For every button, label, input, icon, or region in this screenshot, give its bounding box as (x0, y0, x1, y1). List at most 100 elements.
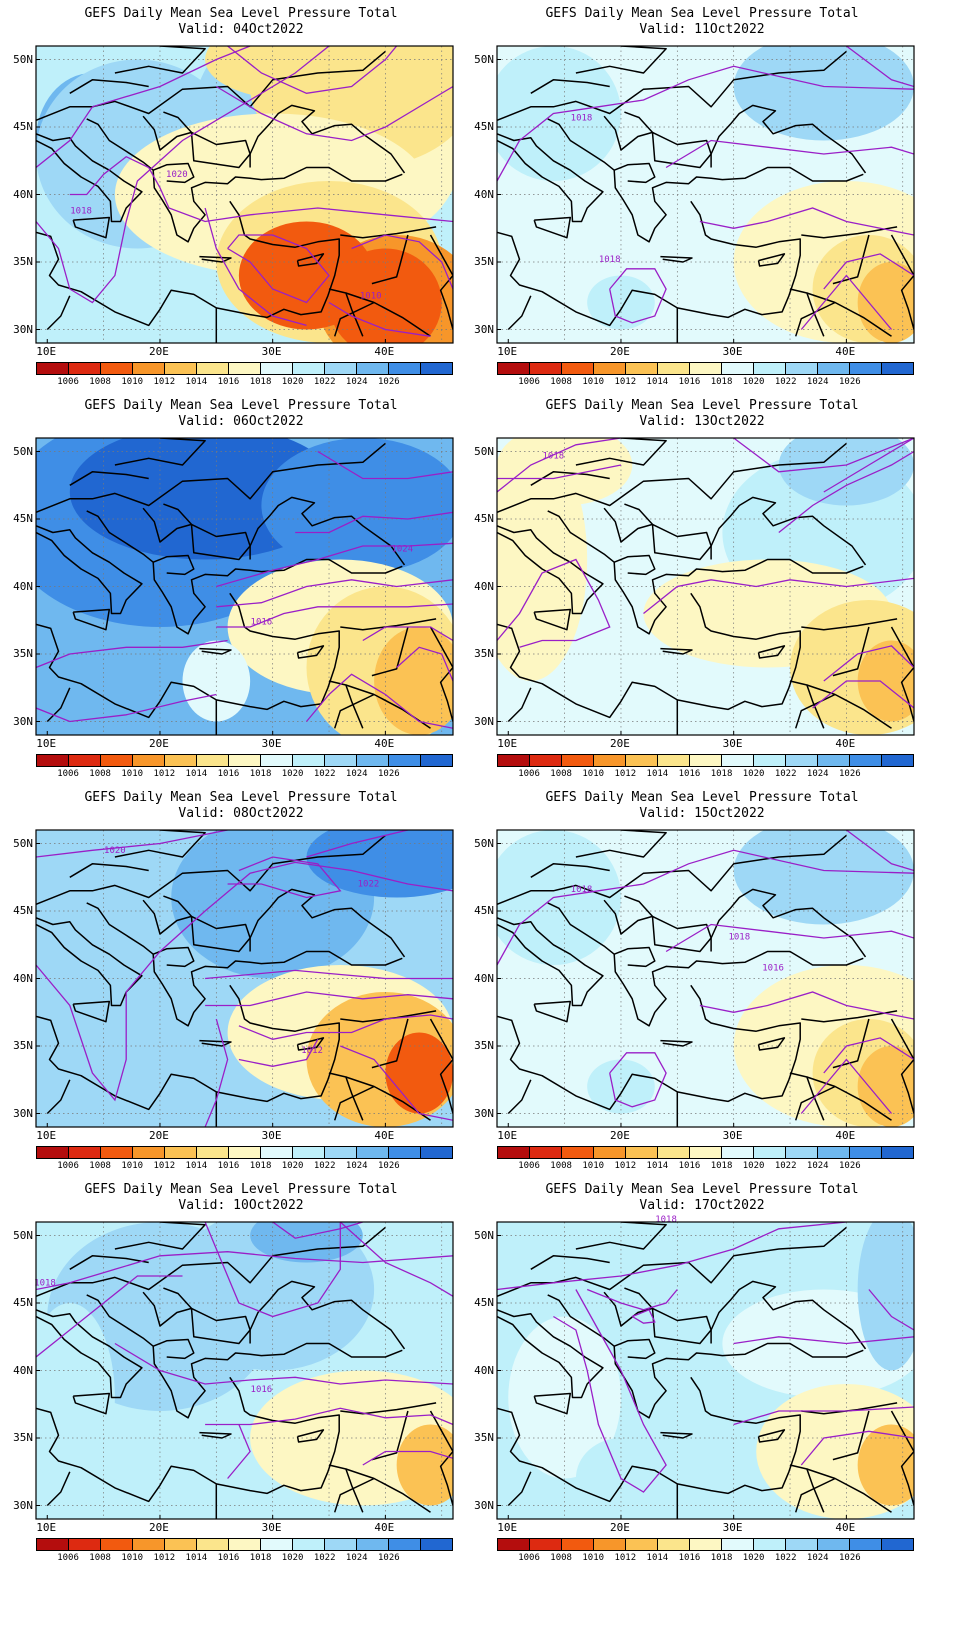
axis-ticks (36, 451, 386, 735)
isobar-label: 1018 (571, 113, 593, 123)
isobar-contours (36, 46, 453, 337)
latitude-tick-label: 40N (474, 971, 494, 985)
isobar-label: 1018 (655, 1215, 677, 1225)
colorbar-label: 1016 (217, 1553, 240, 1563)
colorbar-swatch (165, 363, 197, 374)
colorbar-swatch (658, 363, 690, 374)
colorbar-swatch (261, 1539, 293, 1550)
colorbar-label: 1020 (742, 1161, 765, 1171)
isobar-label: 1018 (571, 885, 593, 895)
longitude-tick-label: 30E (261, 1129, 282, 1142)
latitude-tick-label: 30N (474, 1498, 494, 1512)
colorbar-swatch (325, 363, 357, 374)
isobar-label: 1010 (360, 291, 382, 301)
colorbar-swatch (421, 1147, 452, 1158)
isobar-label: 1024 (391, 544, 413, 554)
colorbar-swatch (818, 1147, 850, 1158)
pressure-field-region (36, 992, 115, 1100)
pressure-map: 1020 1022 1012 (35, 829, 454, 1128)
longitude-tick-label: 30E (722, 1521, 743, 1534)
colorbar-label: 1006 (518, 1161, 540, 1171)
colorbar-swatch (690, 1147, 722, 1158)
panel-valid-date: Valid: 06Oct2022 (178, 414, 304, 429)
colorbar-swatch (530, 1147, 562, 1158)
colorbar-swatch (101, 1147, 133, 1158)
longitude-tick-label: 40E (835, 737, 856, 750)
colorbar-swatch (165, 755, 197, 766)
map-panel: GEFS Daily Mean Sea Level Pressure Total… (0, 392, 482, 802)
colorbar-label: 1020 (281, 1553, 304, 1563)
panel-title: GEFS Daily Mean Sea Level Pressure Total (84, 1182, 398, 1197)
colorbar (497, 1538, 914, 1551)
pressure-field-region (329, 248, 442, 343)
latitude-tick-label: 45N (474, 120, 494, 133)
latitude-tick-label: 30N (474, 322, 494, 336)
colorbar-swatch (786, 363, 818, 374)
colorbar-label: 1020 (281, 377, 304, 387)
colorbar-label: 1010 (582, 377, 605, 387)
colorbar-label: 1026 (839, 1553, 861, 1563)
colorbar-label: 1006 (57, 769, 79, 779)
colorbar-swatch (626, 363, 658, 374)
colorbar-label: 1016 (678, 1553, 701, 1563)
colorbar-label: 1022 (313, 377, 336, 387)
longitude-tick-label: 40E (374, 345, 395, 358)
longitude-tick-label: 10E (36, 737, 57, 750)
longitude-tick-label: 40E (374, 1129, 395, 1142)
longitude-tick-label: 20E (148, 345, 169, 358)
colorbar-swatch (197, 363, 229, 374)
pressure-map: 1018 (496, 1215, 915, 1520)
colorbar (36, 1146, 453, 1159)
colorbar-swatch (165, 1539, 197, 1550)
isobar-label: 1016 (251, 617, 273, 627)
latitude-tick-label: 40N (13, 579, 33, 593)
colorbar-label: 1012 (614, 1553, 637, 1563)
colorbar-label: 1020 (281, 769, 304, 779)
latitude-tick-label: 35N (13, 1039, 33, 1052)
colorbar-label: 1016 (678, 377, 701, 387)
longitude-tick-label: 30E (261, 345, 282, 358)
colorbar-swatch (562, 755, 594, 766)
colorbar-swatch (261, 755, 293, 766)
colorbar-swatch (530, 755, 562, 766)
colorbar-label: 1020 (742, 377, 765, 387)
longitude-tick-label: 40E (374, 737, 395, 750)
colorbar-swatch (594, 755, 626, 766)
colorbar-label: 1014 (185, 769, 208, 779)
latitude-tick-label: 30N (13, 322, 33, 336)
latitude-tick-label: 30N (474, 714, 494, 728)
pressure-field-region (857, 640, 914, 722)
colorbar (36, 1538, 453, 1551)
longitude-tick-label: 20E (609, 737, 630, 750)
coastlines-and-borders (36, 830, 453, 1127)
latitude-tick-label: 35N (13, 647, 33, 660)
colorbar-swatch (69, 1147, 101, 1158)
axis-ticks (36, 1235, 386, 1519)
colorbar-label: 1006 (57, 1553, 79, 1563)
colorbar-label: 1020 (742, 1553, 765, 1563)
colorbar-label: 1008 (550, 1161, 572, 1171)
latitude-tick-label: 50N (474, 444, 494, 458)
panel-title: GEFS Daily Mean Sea Level Pressure Total (84, 790, 398, 805)
colorbar-swatch (389, 755, 421, 766)
longitude-tick-label: 30E (722, 737, 743, 750)
colorbar-swatch (754, 1147, 786, 1158)
colorbar (497, 1146, 914, 1159)
colorbar-swatch (389, 1539, 421, 1550)
colorbar-label: 1014 (646, 1161, 669, 1171)
latitude-tick-label: 30N (13, 714, 33, 728)
colorbar-label: 1010 (582, 769, 605, 779)
isobar-label: 1020 (166, 170, 188, 180)
colorbar-swatch (37, 755, 69, 766)
colorbar-label: 1012 (153, 377, 176, 387)
colorbar-label: 1018 (710, 1553, 733, 1563)
pressure-field-region (497, 438, 633, 506)
panel-title: GEFS Daily Mean Sea Level Pressure Total (545, 1182, 859, 1197)
latitude-tick-label: 35N (474, 1039, 494, 1052)
colorbar-swatch (293, 363, 325, 374)
colorbar-swatch (133, 755, 165, 766)
longitude-tick-label: 30E (261, 1521, 282, 1534)
longitude-tick-label: 40E (835, 1521, 856, 1534)
colorbar-swatch (498, 755, 530, 766)
colorbar-swatch (325, 1539, 357, 1550)
